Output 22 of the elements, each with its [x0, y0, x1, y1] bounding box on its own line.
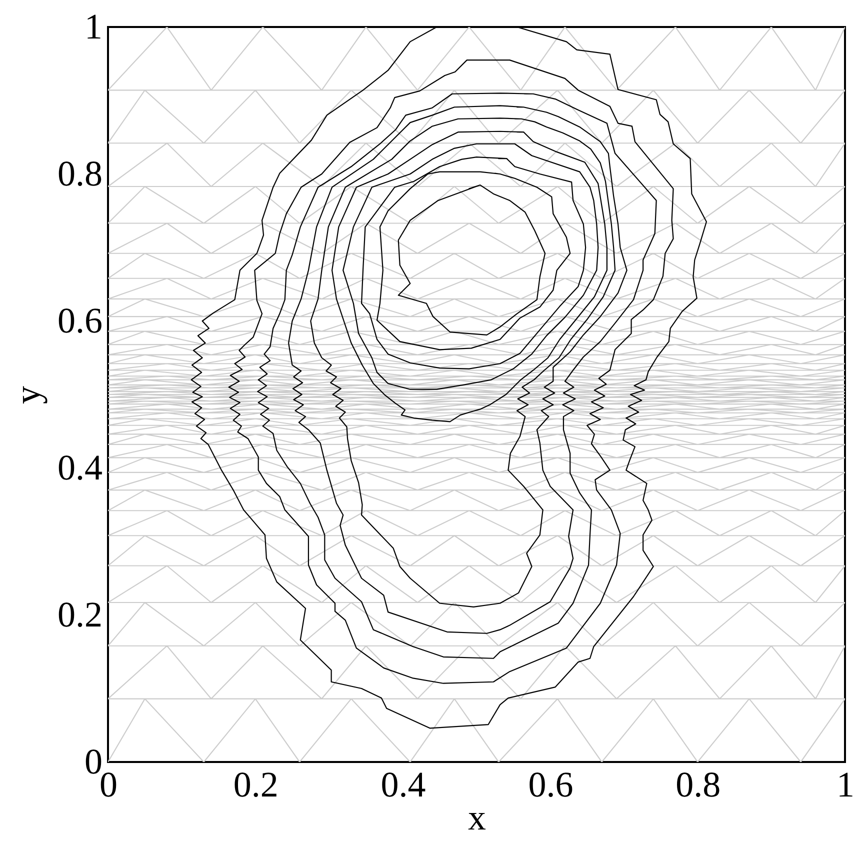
y-axis-title: y — [8, 386, 48, 404]
x-tick-label: 0.2 — [233, 764, 278, 804]
y-tick-label: 1 — [84, 6, 102, 46]
line-series — [228, 60, 674, 684]
line-series — [360, 156, 586, 370]
x-tick-label: 0.6 — [528, 764, 574, 804]
line-series — [376, 171, 571, 350]
y-tick-label: 0.6 — [58, 300, 102, 340]
x-tick-label: 0.4 — [380, 764, 426, 804]
line-series — [342, 143, 599, 390]
line-series — [310, 118, 616, 608]
y-tick-label: 0.8 — [58, 154, 102, 194]
line-series — [257, 92, 657, 659]
y-tick-label: 0.2 — [58, 594, 102, 634]
x-tick-label: 1 — [836, 764, 854, 804]
line-series — [332, 130, 608, 422]
line-series — [108, 27, 845, 762]
x-axis-title: x — [468, 798, 486, 838]
x-tick-label: 0.8 — [676, 764, 721, 804]
line-series — [288, 105, 628, 634]
line-series — [398, 184, 546, 336]
y-tick-label: 0.4 — [58, 448, 102, 488]
